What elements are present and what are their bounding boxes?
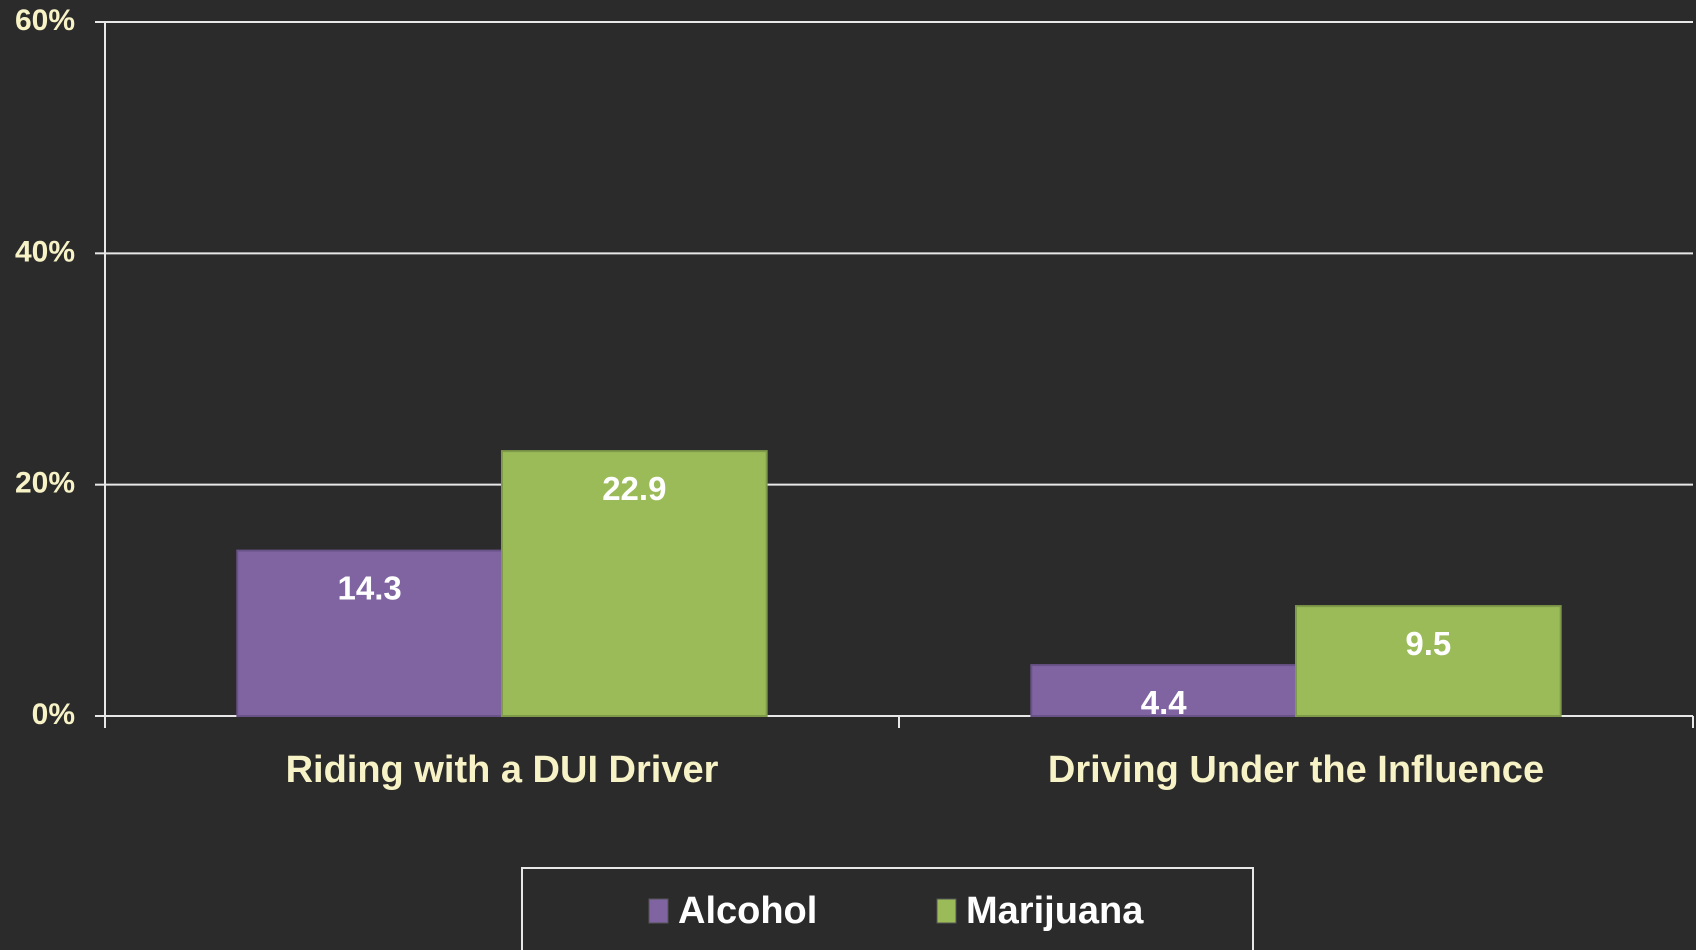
bar <box>1295 605 1562 717</box>
y-tick-label: 0% <box>32 698 75 731</box>
data-label: 9.5 <box>1405 625 1451 662</box>
y-tick-label: 20% <box>15 467 75 500</box>
legend-label: Marijuana <box>966 890 1144 932</box>
data-label: 22.9 <box>602 470 666 507</box>
x-tick-label: Riding with a DUI Driver <box>286 749 719 791</box>
bar <box>236 549 503 718</box>
data-label: 4.4 <box>1141 684 1188 721</box>
x-tick-label: Driving Under the Influence <box>1048 749 1544 791</box>
legend-swatch <box>936 898 957 924</box>
bar <box>501 450 768 717</box>
y-tick-label: 60% <box>15 4 75 37</box>
bar <box>1030 664 1298 718</box>
legend-label: Alcohol <box>678 890 817 932</box>
data-label: 14.3 <box>338 569 402 606</box>
y-tick-label: 40% <box>15 235 75 268</box>
legend-box <box>521 867 1254 950</box>
legend-swatch <box>648 898 669 924</box>
